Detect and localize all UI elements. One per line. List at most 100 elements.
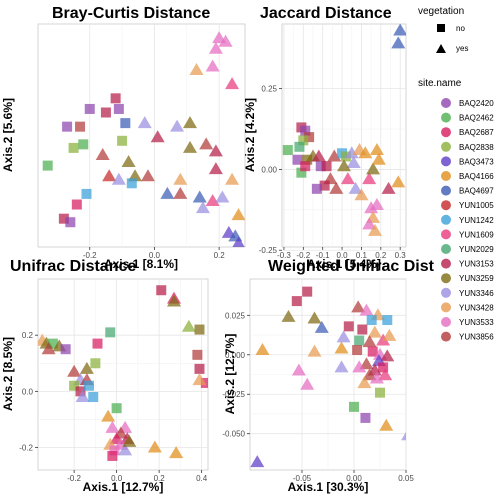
data-point-triangle <box>291 363 306 376</box>
data-point-triangle <box>150 130 165 143</box>
data-point-triangle <box>357 376 372 389</box>
site-legend-swatch <box>441 214 451 225</box>
vegetation-legend-title: vegetation <box>418 6 464 17</box>
panel-title: Weighted Unifrac Dist <box>268 258 435 275</box>
site-legend-swatch <box>441 185 451 196</box>
data-point-square <box>120 118 131 129</box>
data-point-triangle <box>250 455 265 468</box>
data-point-triangle <box>369 143 384 156</box>
site-legend-label: YUN3259 <box>459 274 494 283</box>
data-point-square <box>315 161 326 172</box>
data-point-triangle <box>380 349 395 362</box>
legend-square-symbol <box>437 24 445 32</box>
data-point-triangle <box>225 172 240 185</box>
x-tick-label: -0.2 <box>67 474 81 483</box>
x-tick-label: -0.1 <box>316 251 330 260</box>
data-point-square <box>84 103 95 114</box>
data-point-square <box>282 145 293 156</box>
data-point-triangle <box>401 431 406 441</box>
data-point-triangle <box>359 303 374 316</box>
y-axis-label: Axis.2 [4.2%] <box>243 98 257 172</box>
data-point-triangle <box>75 389 90 402</box>
site-legend-label: YUN1609 <box>459 230 494 239</box>
data-point-triangle <box>346 155 361 168</box>
data-point-triangle <box>41 342 56 355</box>
data-point-triangle <box>364 201 379 214</box>
data-point-square <box>62 121 73 132</box>
y-tick-label: -0.050 <box>222 430 245 439</box>
data-point-triangle <box>118 443 133 456</box>
y-tick-label: 0.000 <box>225 351 246 360</box>
legend-triangle-symbol <box>436 44 446 53</box>
data-point-triangle <box>140 169 155 182</box>
data-point-square <box>111 403 122 414</box>
site-legend-label: BAQ3473 <box>459 157 494 166</box>
data-point-square <box>92 338 103 349</box>
data-point-square <box>75 386 86 397</box>
y-tick-label: 0.025 <box>225 311 246 320</box>
data-point-triangle <box>371 152 386 165</box>
data-point-square <box>349 401 359 412</box>
y-tick-label: -0.025 <box>222 390 245 399</box>
site-legend-label: YUN3533 <box>459 318 494 327</box>
site-legend-label: YUN3856 <box>459 333 494 342</box>
data-point-triangle <box>354 188 369 201</box>
data-point-triangle <box>167 294 181 307</box>
data-point-square <box>47 338 58 349</box>
data-point-triangle <box>111 172 126 185</box>
data-point-square <box>367 346 378 357</box>
data-point-triangle <box>169 446 184 459</box>
site-legend-swatch <box>441 171 451 181</box>
data-point-triangle <box>208 162 223 175</box>
data-point-triangle <box>218 34 233 47</box>
site-legend-swatch <box>441 127 451 138</box>
data-point-square <box>300 125 311 136</box>
data-point-triangle <box>314 320 329 333</box>
data-point-triangle <box>366 162 381 175</box>
data-point-square <box>296 167 307 178</box>
data-point-triangle <box>170 119 185 132</box>
data-point-triangle <box>359 357 374 370</box>
site-legend-swatch <box>441 200 451 211</box>
data-point-triangle <box>181 319 196 332</box>
data-point-square <box>302 286 313 297</box>
data-point-triangle <box>255 343 270 356</box>
data-point-triangle <box>199 137 214 150</box>
data-point-triangle <box>336 330 351 343</box>
data-point-triangle <box>307 344 322 357</box>
data-point-triangle <box>225 77 240 90</box>
data-point-triangle <box>311 149 326 162</box>
point-layer <box>38 285 208 461</box>
jaccard-panel: -0.3 -0.2 -0.1 0.0 0.1 0.2 0.3 -0.25 0.00 0.25 Jac… <box>243 5 407 271</box>
data-point-triangle <box>208 144 223 157</box>
data-point-triangle <box>379 418 394 431</box>
site-legend-label: BAQ2420 <box>459 99 494 108</box>
site-legend-label: BAQ2462 <box>459 114 494 123</box>
data-point-square <box>352 345 363 356</box>
data-point-square <box>366 315 377 326</box>
y-tick-label: 0.0 <box>22 387 34 396</box>
y-axis-label: Axis.2 [12.7%] <box>223 334 237 415</box>
data-point-triangle <box>393 24 406 36</box>
data-point-square <box>311 183 322 194</box>
data-point-triangle <box>173 172 188 185</box>
data-point-triangle <box>367 325 382 338</box>
data-point-triangle <box>192 373 207 386</box>
x-tick-label: 0.0 <box>149 251 161 260</box>
data-point-square <box>60 344 71 355</box>
data-point-square <box>88 391 99 402</box>
data-point-triangle <box>232 236 245 247</box>
data-point-triangle <box>183 140 198 153</box>
site-legend-swatch <box>441 317 451 327</box>
data-point-square <box>68 142 79 153</box>
data-point-triangle <box>137 116 152 129</box>
x-tick-label: 0.1 <box>356 251 368 260</box>
y-tick-label: 0.2 <box>22 331 34 340</box>
site-legend-label: BAQ2687 <box>459 128 494 137</box>
data-point-square <box>105 327 116 338</box>
data-point-square <box>117 135 128 146</box>
data-point-triangle <box>147 440 162 453</box>
x-tick-label: 0.2 <box>375 251 387 260</box>
data-point-triangle <box>334 341 349 354</box>
x-axis-label: Axis.1 [12.7%] <box>83 480 164 494</box>
